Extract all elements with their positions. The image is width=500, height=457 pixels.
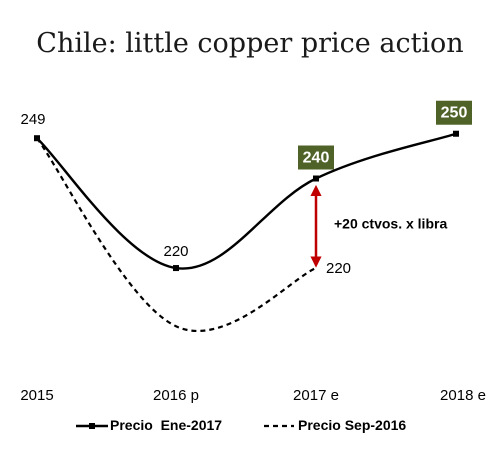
data-label-249: 249 [20,111,45,128]
x-tick-label-2017-e: 2017 e [293,387,339,404]
legend-label-sep-2016: Precio Sep-2016 [298,417,406,433]
data-point-ene-2017-2017-e [313,175,319,182]
difference-annotation: +20 ctvos. x libra [334,215,447,231]
data-label-220: 220 [163,243,188,260]
data-label-250: 250 [441,105,468,122]
data-label-box-250 [436,100,472,125]
x-tick-label-2018-e: 2018 e [440,387,486,404]
x-tick-label-2015: 2015 [20,387,53,404]
series-line-sep-2016 [36,137,317,333]
data-point-ene-2017-2016-p [173,265,179,272]
chart-title: Chile: little copper price action [36,28,464,59]
data-point-ene-2017-2015 [34,135,40,142]
x-tick-label-2016-p: 2016 p [153,387,199,404]
data-label-240: 240 [303,150,330,167]
data-label-sep-2016-220: 220 [326,260,351,277]
legend-label-ene-2017: Precio Ene-2017 [110,417,222,433]
data-label-box-240 [298,145,334,170]
series-line-ene-2017 [36,132,457,270]
data-point-ene-2017-2018-e [453,130,459,137]
legend-marker-ene-2017 [89,423,95,429]
